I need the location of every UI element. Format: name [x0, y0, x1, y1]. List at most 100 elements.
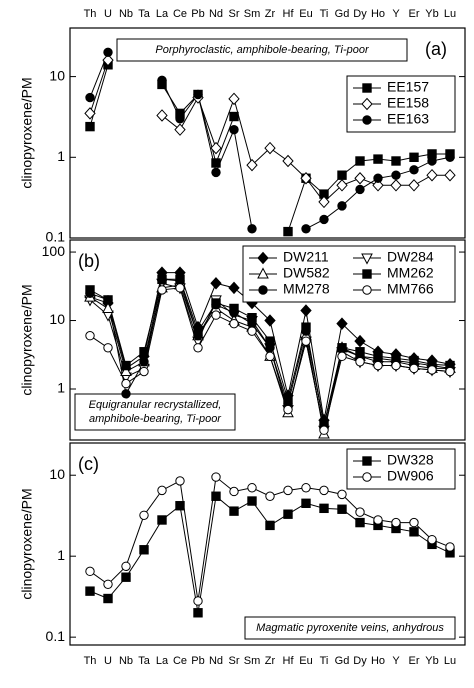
y-tick-label: 10 [49, 311, 65, 327]
annotation: amphibole-bearing, Ti-poor [89, 413, 222, 425]
legend-label: DW284 [387, 249, 434, 265]
marker [355, 156, 365, 166]
marker [157, 274, 167, 285]
marker [139, 347, 149, 357]
legend-label: MM262 [387, 265, 434, 281]
x-tick-label: Yb [425, 655, 438, 667]
y-tick-label: 1 [57, 547, 65, 563]
marker [409, 517, 419, 528]
marker [373, 173, 383, 183]
plot-frame [69, 239, 466, 441]
marker [301, 224, 311, 234]
marker [265, 491, 275, 501]
marker [362, 83, 372, 93]
y-tick-label: 1 [57, 148, 65, 164]
x-tick-label: Ce [173, 655, 187, 667]
marker [211, 472, 221, 482]
x-tick-label-top: Hf [283, 8, 295, 20]
marker [246, 158, 258, 172]
marker [156, 109, 168, 122]
marker [391, 170, 401, 180]
plot-frame [69, 442, 466, 646]
x-tick-label-top: Ce [173, 8, 187, 20]
marker [228, 281, 240, 295]
marker [361, 97, 373, 111]
y-tick-label: 1 [57, 380, 65, 396]
annotation: Porphyroclastic, amphibole-bearing, Ti-p… [155, 44, 370, 56]
marker [157, 75, 167, 85]
marker [120, 364, 132, 377]
marker [103, 579, 113, 589]
marker [319, 214, 329, 225]
plot-frame [69, 27, 466, 239]
y-axis-label: clinopyroxene/PM [19, 488, 35, 599]
marker [193, 89, 203, 100]
marker [257, 251, 269, 265]
x-tick-label-top: Ti [320, 8, 329, 20]
x-tick-label-top: Ta [138, 8, 151, 20]
marker [210, 141, 222, 155]
x-tick-label-top: Er [409, 8, 420, 20]
marker [211, 158, 221, 168]
legend-label: EE158 [387, 95, 429, 111]
marker [390, 179, 402, 192]
marker [361, 253, 373, 265]
x-tick-label: Hf [283, 655, 295, 667]
marker [445, 542, 455, 552]
marker [301, 326, 311, 336]
x-tick-label-top: Eu [299, 8, 312, 20]
annotation-box [74, 393, 236, 431]
marker [426, 168, 438, 182]
marker [300, 304, 312, 317]
marker [319, 503, 329, 514]
marker [103, 593, 113, 604]
marker [121, 572, 131, 582]
x-tick-label: La [156, 655, 169, 667]
marker [85, 566, 95, 577]
marker [373, 360, 383, 371]
marker [193, 608, 203, 618]
marker [337, 351, 347, 362]
y-tick-label: 10 [49, 67, 65, 83]
marker [318, 195, 330, 209]
marker [84, 107, 96, 120]
marker [211, 167, 221, 178]
marker [139, 510, 149, 520]
marker [372, 179, 384, 192]
marker [362, 456, 372, 466]
x-tick-label-top: Th [84, 8, 97, 20]
marker [139, 545, 149, 555]
x-tick-label-top: Sr [229, 8, 240, 20]
x-tick-label: Ti [320, 655, 329, 667]
marker [211, 310, 221, 320]
x-tick-label: Er [409, 655, 420, 667]
marker [103, 343, 113, 353]
marker [247, 224, 257, 234]
x-tick-label-top: Y [392, 8, 400, 20]
marker [301, 498, 311, 508]
marker [229, 308, 239, 318]
marker [264, 141, 276, 155]
x-tick-label: U [104, 655, 112, 667]
x-tick-label-top: Nd [209, 8, 223, 20]
annotation-box [116, 38, 408, 62]
marker [444, 168, 456, 182]
marker [427, 534, 437, 545]
marker [175, 501, 185, 511]
marker [210, 277, 222, 290]
x-tick-label-top: U [104, 8, 112, 20]
marker [211, 300, 221, 310]
panel-label: (b) [78, 251, 100, 271]
legend-label: DW328 [387, 452, 434, 468]
marker [265, 343, 275, 353]
marker [337, 201, 347, 211]
marker [228, 92, 240, 106]
marker [301, 336, 311, 346]
x-tick-label: Dy [353, 655, 367, 667]
x-tick-label: Sr [229, 655, 240, 667]
marker [139, 366, 149, 377]
marker [355, 357, 365, 367]
marker [391, 360, 401, 371]
marker [409, 527, 419, 537]
marker [427, 365, 437, 375]
